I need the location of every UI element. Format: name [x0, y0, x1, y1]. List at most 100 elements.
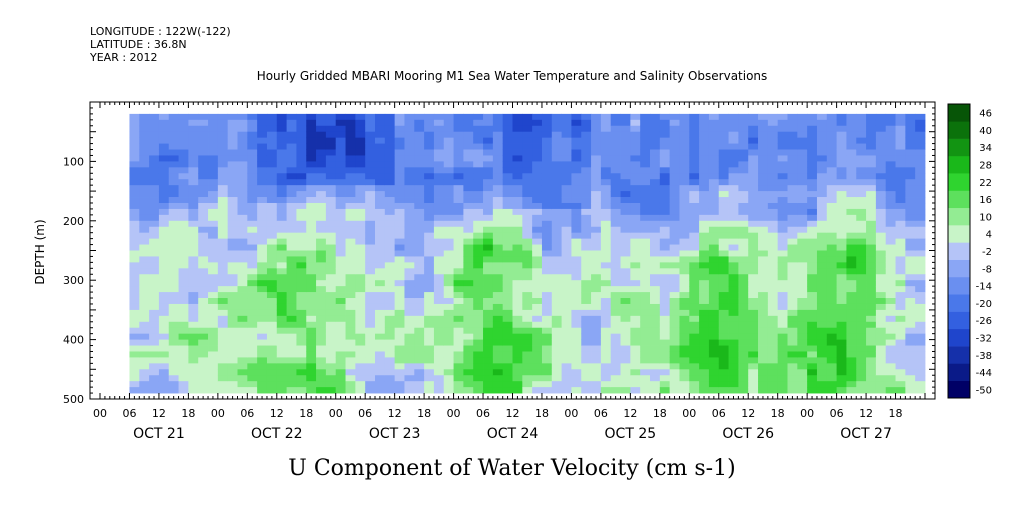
field-cell [866, 220, 877, 228]
field-cell [158, 268, 170, 275]
field-cell [384, 155, 396, 162]
field-cell [158, 137, 170, 144]
field-cell [473, 345, 484, 352]
field-cell [512, 208, 523, 216]
field-cell [306, 179, 317, 186]
field-cell [630, 220, 641, 228]
field-cell [866, 185, 877, 192]
field-cell [738, 149, 749, 156]
field-cell [522, 262, 533, 269]
field-cell [659, 125, 671, 133]
field-cell [708, 280, 720, 287]
field-cell [227, 226, 238, 234]
field-cell [551, 232, 563, 240]
field-cell [168, 315, 179, 323]
field-cell [659, 220, 671, 228]
field-cell [856, 262, 867, 269]
colorbar-label: -14 [976, 282, 992, 293]
field-cell [296, 214, 307, 222]
field-cell [325, 280, 337, 287]
field-cell [620, 185, 631, 192]
field-cell [512, 256, 523, 263]
field-cell [679, 387, 690, 394]
field-cell [198, 274, 209, 281]
field-cell [571, 268, 582, 275]
field-cell [424, 185, 435, 192]
field-cell [522, 303, 533, 311]
field-cell [365, 155, 376, 162]
field-cell [826, 363, 838, 370]
field-cell [532, 327, 543, 335]
field-cell [728, 167, 739, 174]
field-cell [895, 315, 906, 323]
field-cell [483, 137, 494, 144]
field-cell [885, 339, 896, 346]
field-cell [365, 315, 376, 323]
field-cell [443, 357, 454, 364]
field-cell [620, 167, 631, 174]
field-cell [345, 363, 356, 370]
field-cell [659, 262, 671, 269]
field-cell [443, 143, 454, 150]
field-cell [541, 274, 553, 281]
field-cell [355, 280, 366, 287]
field-cell [875, 149, 887, 156]
field-cell [198, 280, 209, 287]
field-cell [188, 375, 199, 382]
field-cell [708, 327, 720, 335]
field-cell [571, 309, 582, 317]
field-cell [217, 351, 229, 358]
field-cell [325, 208, 337, 216]
field-cell [139, 250, 150, 257]
field-cell [600, 173, 612, 180]
field-cell [355, 321, 366, 329]
field-cell [915, 274, 926, 281]
field-cell [365, 280, 376, 287]
field-cell [738, 167, 749, 174]
field-cell [247, 220, 258, 228]
field-cell [738, 232, 749, 240]
field-cell [404, 232, 415, 240]
field-cell [846, 143, 857, 150]
field-cell [816, 220, 828, 228]
field-cell [561, 197, 572, 204]
field-cell [856, 339, 867, 346]
field-cell [532, 191, 543, 198]
field-cell [384, 327, 396, 335]
field-cell [217, 113, 229, 121]
field-cell [227, 238, 238, 245]
field-cell [816, 167, 828, 174]
field-cell [414, 250, 425, 257]
field-cell [630, 292, 641, 299]
field-cell [335, 303, 346, 311]
field-cell [699, 131, 710, 139]
field-cell [905, 208, 916, 216]
field-cell [394, 351, 405, 358]
field-cell [816, 214, 828, 222]
field-cell [394, 321, 405, 329]
field-cell [620, 327, 631, 335]
field-cell [551, 250, 563, 257]
field-cell [355, 256, 366, 263]
field-cell [620, 309, 631, 317]
field-cell [492, 232, 504, 240]
field-cell [139, 232, 150, 240]
field-cell [777, 226, 788, 234]
field-cell [748, 292, 759, 299]
field-cell [306, 197, 317, 204]
field-cell [316, 155, 327, 162]
field-cell [502, 113, 513, 121]
field-cell [443, 375, 454, 382]
field-cell [758, 137, 769, 144]
field-cell [139, 244, 150, 251]
field-cell [866, 167, 877, 174]
field-cell [630, 268, 641, 275]
field-cell [178, 309, 189, 317]
field-cell [816, 113, 828, 121]
field-cell [316, 274, 327, 281]
field-cell [767, 387, 779, 394]
field-cell [227, 363, 238, 370]
field-cell [414, 208, 425, 216]
field-cell [492, 185, 504, 192]
field-cell [856, 185, 867, 192]
